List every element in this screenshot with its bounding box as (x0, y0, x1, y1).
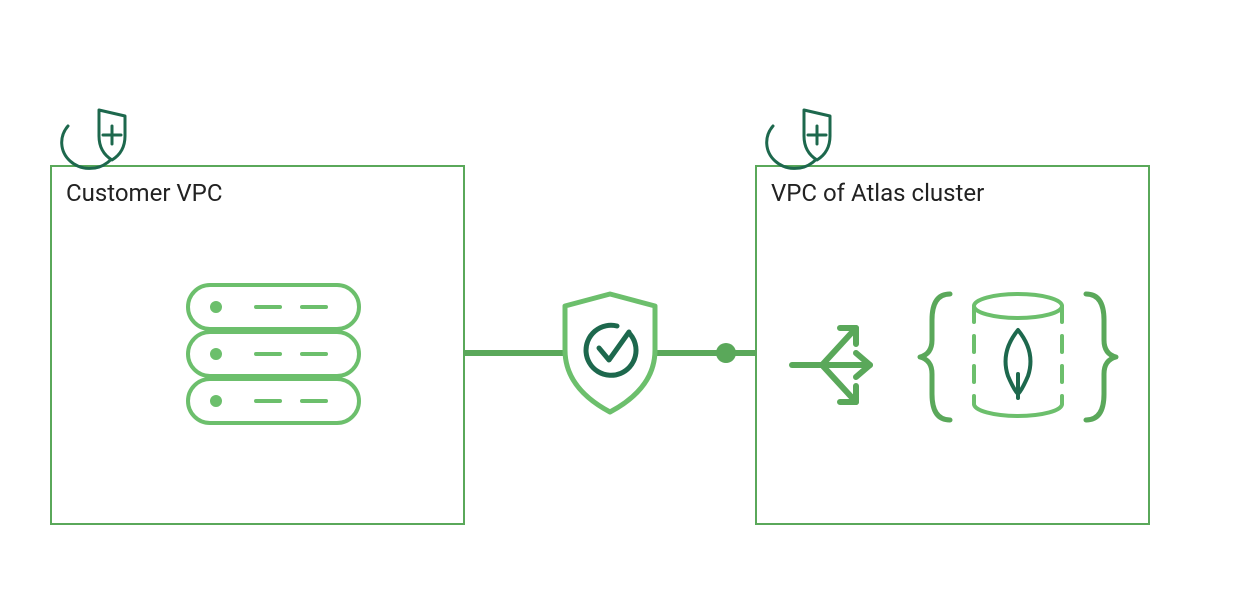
shield-check-icon (555, 288, 665, 418)
diagram-canvas: Customer VPC VPC of Atlas cluster (0, 0, 1244, 604)
mongodb-database-icon (918, 282, 1118, 432)
endpoint-dot-icon (716, 343, 736, 363)
load-balancer-icon (792, 310, 892, 420)
